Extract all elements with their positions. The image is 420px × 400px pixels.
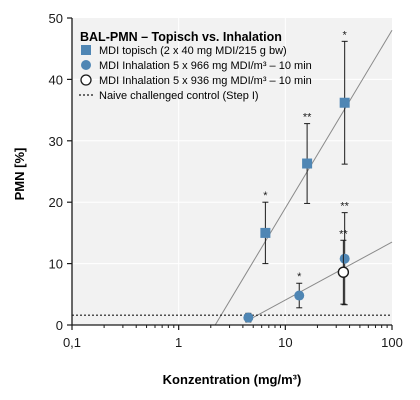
trend-line: [248, 241, 393, 321]
y-tick-label: 30: [49, 134, 63, 149]
axis-layer: 0 10 20 30 40 50 0,1 1 10 100: [49, 11, 403, 350]
y-tick-label: 50: [49, 11, 63, 26]
significance-label: *: [297, 271, 302, 283]
legend-marker-square: [81, 45, 91, 55]
data-point-circle: [339, 253, 350, 264]
significance-label: **: [303, 112, 312, 124]
data-point-square: [260, 227, 271, 238]
significance-label: **: [339, 228, 348, 240]
legend-marker-circle: [81, 60, 91, 70]
x-tick-label: 100: [381, 335, 403, 350]
data-point-open-circle: [337, 266, 350, 278]
legend-label-inhalation-936: MDI Inhalation 5 x 936 mg MDI/m³ – 10 mi…: [99, 75, 312, 87]
data-point-circle: [243, 312, 254, 323]
significance-label: *: [343, 29, 348, 41]
legend: BAL-PMN – Topisch vs. Inhalation MDI top…: [79, 30, 312, 102]
legend-label-naive-control: Naive challenged control (Step I): [99, 90, 259, 102]
data-point-circle: [294, 290, 305, 301]
legend-label-topisch: MDI topisch (2 x 40 mg MDI/215 g bw): [99, 45, 287, 57]
legend-label-inhalation-966: MDI Inhalation 5 x 966 mg MDI/m³ – 10 mi…: [99, 60, 312, 72]
grid-layer: [72, 18, 392, 325]
x-tick-label: 1: [175, 335, 182, 350]
data-point-square: [302, 158, 313, 169]
chart-title: BAL-PMN – Topisch vs. Inhalation: [80, 30, 282, 44]
y-tick-label: 0: [56, 318, 63, 333]
y-axis-title: PMN [%]: [12, 148, 27, 201]
y-tick-label: 10: [49, 257, 63, 272]
y-tick-label: 40: [49, 72, 63, 87]
trend-line: [214, 30, 393, 326]
x-axis-title: Konzentration (mg/m³): [163, 372, 302, 387]
legend-marker-open-circle: [80, 74, 92, 86]
marks-layer: *********: [243, 29, 350, 323]
x-tick-label: 0,1: [63, 335, 81, 350]
x-tick-label: 10: [278, 335, 292, 350]
y-tick-label: 20: [49, 195, 63, 210]
significance-label: **: [340, 201, 349, 213]
significance-label: *: [263, 190, 268, 202]
data-point-square: [339, 97, 350, 108]
trend-layer: [214, 30, 393, 326]
